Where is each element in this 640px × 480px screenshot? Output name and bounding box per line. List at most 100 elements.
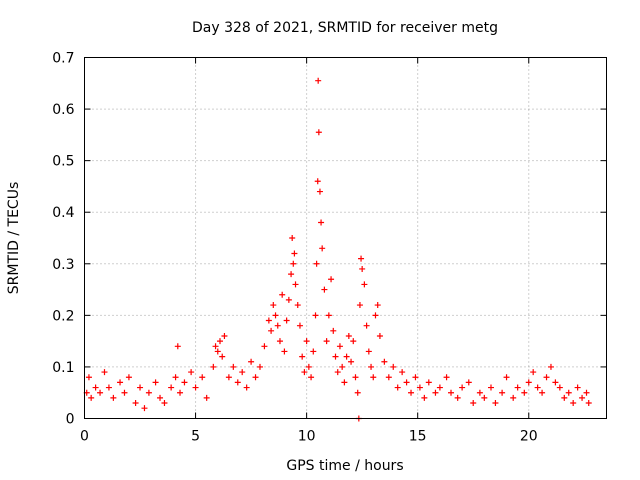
x-axis-label: GPS time / hours	[286, 458, 403, 474]
data-point	[399, 369, 406, 376]
data-point	[305, 363, 312, 370]
data-point	[274, 322, 281, 329]
data-point	[514, 384, 521, 391]
data-point	[376, 332, 383, 339]
y-tick-label: 0.7	[52, 51, 74, 67]
data-point	[408, 389, 415, 396]
data-point	[285, 296, 292, 303]
data-point	[145, 389, 152, 396]
data-point	[289, 235, 296, 241]
data-point	[177, 389, 184, 396]
tick-labels: 0 5 10 15 20 0 0.1 0.2 0.3 0.4 0.5 0.6 0.7	[52, 51, 537, 445]
data-point	[585, 400, 592, 407]
data-point	[310, 348, 317, 355]
data-point	[570, 400, 577, 407]
data-point	[499, 389, 506, 396]
data-point	[265, 317, 272, 324]
x-tick-label: 15	[409, 429, 427, 445]
data-point	[412, 374, 419, 381]
data-point	[356, 302, 363, 309]
data-point	[470, 400, 477, 407]
data-point	[316, 188, 323, 195]
data-point	[313, 260, 320, 267]
data-point	[330, 327, 337, 334]
data-point	[421, 394, 428, 401]
data-point	[385, 374, 392, 381]
data-point	[448, 389, 455, 396]
y-tick-label: 0.3	[52, 257, 74, 273]
data-point	[372, 312, 379, 319]
data-point	[332, 353, 339, 360]
data-point	[361, 281, 368, 288]
plot-frame	[84, 57, 607, 419]
data-point	[110, 394, 117, 401]
data-point	[359, 265, 366, 272]
data-point	[168, 384, 175, 391]
y-tick-label: 0.4	[52, 205, 74, 221]
data-point	[234, 379, 241, 386]
data-point	[368, 363, 375, 370]
data-point	[579, 394, 586, 401]
data-point	[172, 374, 179, 381]
data-point	[425, 379, 432, 386]
data-point	[492, 400, 499, 407]
data-point	[239, 369, 246, 376]
data-points	[83, 77, 592, 422]
data-point	[214, 348, 221, 355]
data-point	[281, 348, 288, 355]
data-point	[561, 394, 568, 401]
data-point	[294, 302, 301, 309]
data-point	[272, 312, 279, 319]
data-point	[303, 338, 310, 345]
axis-ticks	[84, 57, 607, 419]
data-point	[454, 394, 461, 401]
data-point	[443, 374, 450, 381]
data-point	[365, 348, 372, 355]
data-point	[363, 322, 370, 329]
x-tick-label: 20	[520, 429, 538, 445]
data-point	[574, 384, 581, 391]
data-point	[525, 379, 532, 386]
data-point	[323, 338, 330, 345]
data-point	[161, 400, 168, 407]
data-point	[221, 332, 228, 339]
chart-title: Day 328 of 2021, SRMTID for receiver met…	[192, 20, 498, 36]
data-point	[181, 379, 188, 386]
data-point	[210, 363, 217, 370]
data-point	[556, 384, 563, 391]
data-point	[358, 255, 365, 262]
data-point	[101, 369, 108, 376]
data-point	[276, 338, 283, 345]
data-point	[312, 312, 319, 319]
data-point	[301, 369, 308, 376]
data-point	[339, 363, 346, 370]
data-point	[117, 379, 124, 386]
y-tick-label: 0.5	[52, 154, 74, 170]
data-point	[328, 276, 335, 283]
data-point	[321, 286, 328, 293]
data-point	[521, 389, 528, 396]
data-point	[97, 389, 104, 396]
data-point	[279, 291, 286, 298]
data-point	[256, 363, 263, 370]
data-point	[354, 389, 361, 396]
data-point	[314, 178, 321, 185]
data-point	[212, 343, 219, 350]
data-point	[88, 394, 95, 401]
data-point	[199, 374, 206, 381]
y-axis-label: SRMTID / TECUs	[6, 182, 22, 295]
data-point	[436, 384, 443, 391]
data-point	[352, 374, 359, 381]
data-point	[283, 317, 290, 324]
data-point	[325, 312, 332, 319]
x-tick-label: 10	[298, 429, 316, 445]
data-point	[350, 338, 357, 345]
data-point	[299, 353, 306, 360]
data-point	[230, 363, 237, 370]
data-point	[219, 353, 226, 360]
data-point	[125, 374, 132, 381]
data-point	[334, 369, 341, 376]
data-point	[459, 384, 466, 391]
data-point	[288, 271, 295, 278]
data-point	[487, 384, 494, 391]
